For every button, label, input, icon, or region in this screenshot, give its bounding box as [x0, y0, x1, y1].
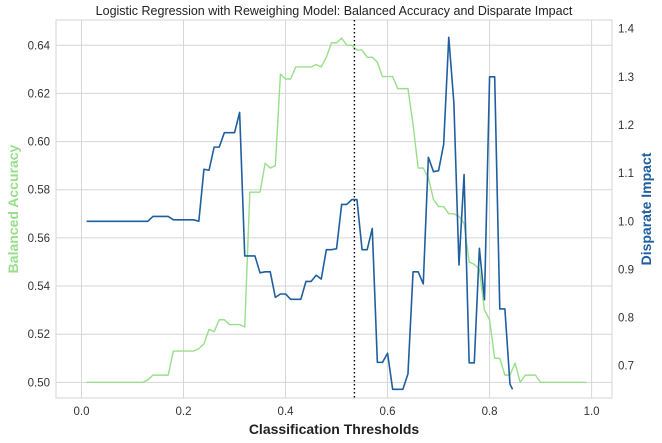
x-tick-label: 0.2 [176, 406, 192, 418]
left-y-axis-label: Balanced Accuracy [5, 144, 21, 273]
x-tick-label: 1.0 [584, 406, 600, 418]
x-axis-label: Classification Thresholds [249, 421, 420, 437]
left-y-tick-label: 0.64 [28, 40, 51, 52]
left-y-tick-labels: 0.50 0.52 0.54 0.56 0.58 0.60 0.62 0.64 [28, 40, 51, 389]
right-y-tick-label: 1.0 [618, 216, 634, 228]
x-tick-label: 0.4 [278, 406, 295, 418]
left-y-tick-label: 0.60 [28, 137, 50, 149]
right-y-tick-label: 0.8 [618, 313, 634, 325]
grid [56, 20, 612, 398]
x-tick-label: 0.0 [74, 406, 90, 418]
left-y-tick-label: 0.54 [28, 281, 51, 293]
plot-frame [55, 19, 613, 399]
balanced-accuracy-line [86, 37, 587, 384]
right-y-tick-label: 1.4 [618, 24, 635, 36]
right-y-tick-label: 0.9 [618, 264, 634, 276]
series-layer [86, 36, 587, 391]
chart-title: Logistic Regression with Reweighing Mode… [96, 4, 573, 18]
left-y-tick-label: 0.56 [28, 233, 50, 245]
right-y-axis-label: Disparate Impact [638, 152, 654, 265]
right-y-tick-labels: 0.7 0.8 0.9 1.0 1.1 1.2 1.3 1.4 [618, 24, 635, 373]
left-y-tick-label: 0.50 [28, 377, 50, 389]
right-y-tick-label: 0.7 [618, 361, 634, 373]
left-y-tick-label: 0.52 [28, 329, 50, 341]
right-y-tick-label: 1.1 [618, 168, 634, 180]
x-tick-label: 0.8 [482, 406, 498, 418]
right-y-tick-label: 1.2 [618, 120, 634, 132]
left-y-tick-label: 0.58 [28, 185, 50, 197]
disparate-impact-line [86, 36, 514, 391]
left-y-tick-label: 0.62 [28, 88, 50, 100]
x-tick-labels: 0.0 0.2 0.4 0.6 0.8 1.0 [74, 406, 600, 418]
x-tick-label: 0.6 [380, 406, 396, 418]
right-y-tick-label: 1.3 [618, 72, 634, 84]
